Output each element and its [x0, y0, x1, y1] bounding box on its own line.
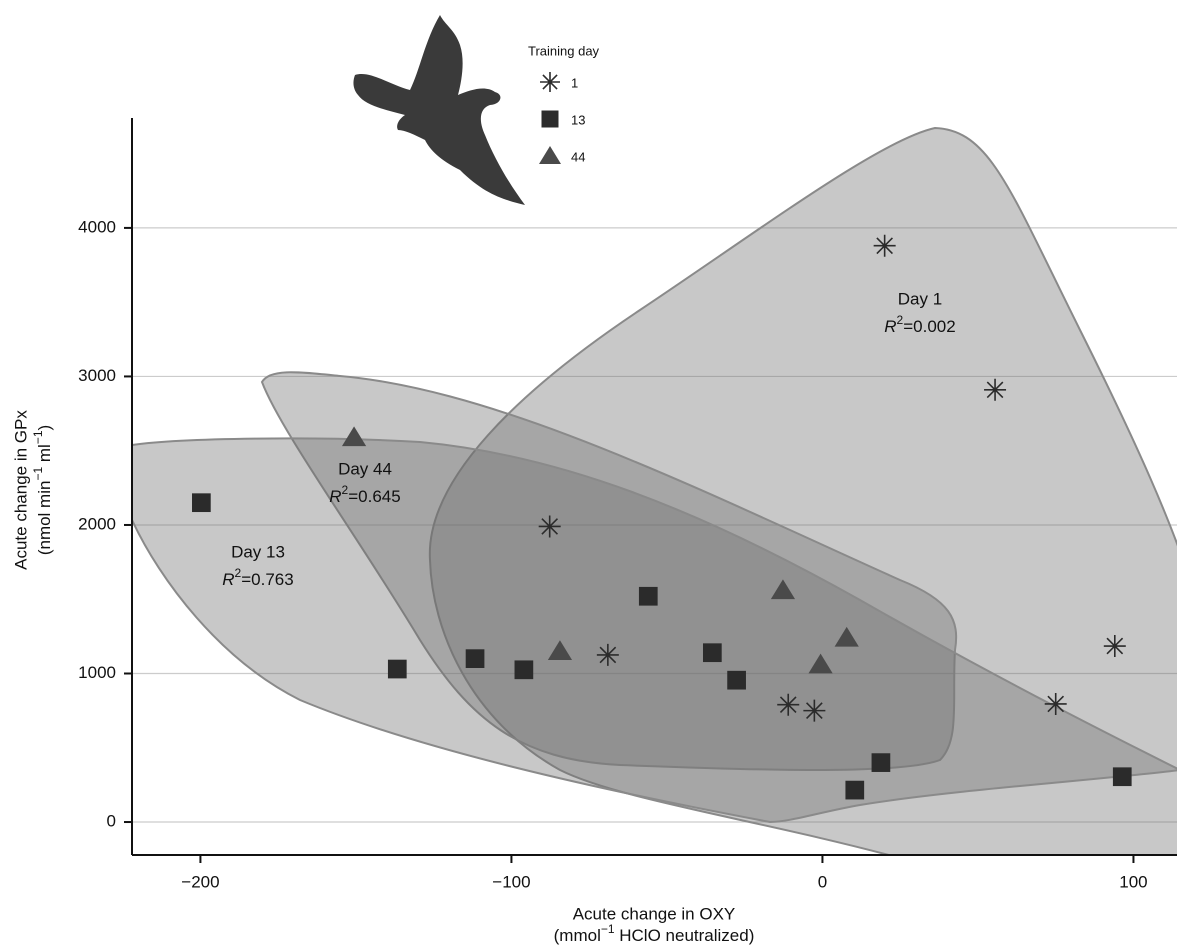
label-part: HClO neutralized): [615, 926, 755, 945]
annotation-title: Day 1: [898, 289, 942, 308]
asterisk-point: [874, 235, 896, 257]
triangle-point: [539, 146, 561, 164]
stat-symbol: R: [329, 487, 341, 506]
x-axis-label-units: (mmol−1 HClO neutralized): [554, 922, 755, 945]
annotation-title: Day 13: [231, 542, 285, 561]
y-tick-label: 3000: [78, 366, 116, 385]
y-axis-label: Acute change in GPx: [11, 410, 30, 570]
label-part: ml: [35, 444, 54, 467]
stat-value: =0.763: [241, 570, 293, 589]
square-point: [639, 587, 658, 606]
square-point: [727, 671, 746, 690]
square-point: [872, 753, 891, 772]
x-tick-label: 0: [818, 872, 827, 891]
square-point: [388, 660, 407, 679]
asterisk-point: [1045, 693, 1067, 715]
stat-value: =0.645: [348, 487, 400, 506]
square-point: [845, 781, 864, 800]
asterisk-point: [984, 379, 1006, 401]
x-tick-label: −100: [492, 872, 530, 891]
asterisk-point: [539, 515, 561, 537]
y-tick-label: 2000: [78, 514, 116, 533]
annotation-stat: R2=0.002: [884, 313, 955, 336]
square-point: [1113, 767, 1132, 786]
stat-symbol: R: [222, 570, 234, 589]
bird-silhouette: [353, 15, 525, 205]
square-point: [703, 643, 722, 662]
superscript: −1: [601, 922, 615, 936]
asterisk-point: [777, 694, 799, 716]
legend-label: 44: [571, 149, 585, 164]
legend-title: Training day: [528, 43, 600, 58]
square-point: [192, 493, 211, 512]
chart: 0 1000 2000 3000 4000 −200 −100 0 100 Acute chan…: [0, 0, 1177, 948]
annotation-title: Day 44: [338, 459, 392, 478]
label-part: ): [35, 425, 54, 431]
y-tick-label: 4000: [78, 217, 116, 236]
x-tick-label: 100: [1119, 872, 1147, 891]
y-tick-label: 1000: [78, 663, 116, 682]
square-point: [515, 660, 534, 679]
square-point: [542, 111, 559, 128]
y-axis-label-units: (nmol min−1 ml−1): [31, 425, 54, 555]
asterisk-point: [1104, 635, 1126, 657]
asterisk-point: [597, 644, 619, 666]
label-part: (nmol min: [35, 481, 54, 556]
asterisk-point: [803, 700, 825, 722]
label-part: (mmol: [554, 926, 601, 945]
stat-symbol: R: [884, 317, 896, 336]
x-axis-label: Acute change in OXY: [573, 904, 736, 923]
legend-label: 1: [571, 75, 578, 90]
legend-label: 13: [571, 112, 585, 127]
square-point: [466, 649, 485, 668]
superscript: −1: [31, 467, 45, 481]
x-tick-label: −200: [181, 872, 219, 891]
annotation-stat: R2=0.645: [329, 483, 400, 506]
superscript: −1: [31, 430, 45, 444]
legend: 1 13 44: [539, 72, 585, 164]
hulls: [132, 128, 1177, 860]
annotation-stat: R2=0.763: [222, 566, 293, 589]
asterisk-point: [540, 72, 560, 92]
stat-value: =0.002: [903, 317, 955, 336]
y-tick-label: 0: [107, 812, 116, 831]
